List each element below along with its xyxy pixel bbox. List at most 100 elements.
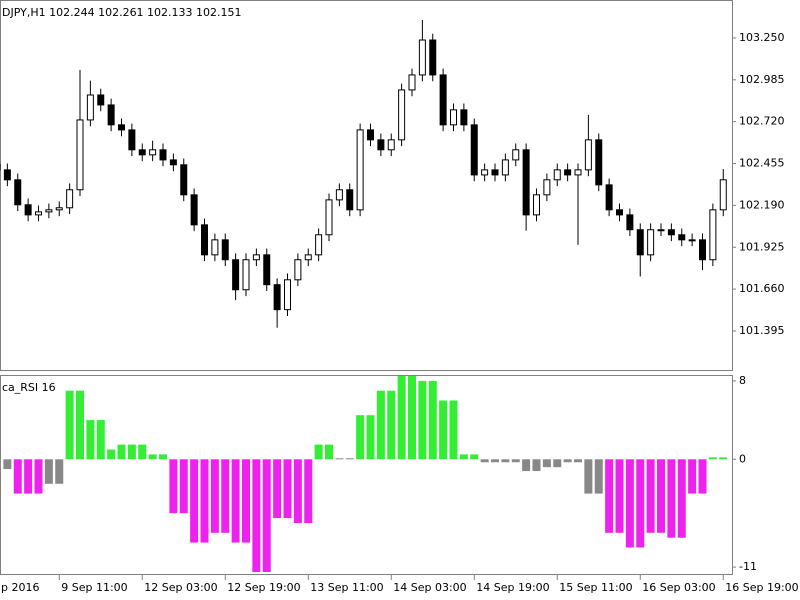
- candle-body: [408, 74, 416, 91]
- histogram-bar: [439, 400, 448, 460]
- candle-body: [699, 239, 706, 261]
- candle-body: [564, 169, 572, 176]
- x-tick-label: 12 Sep 03:00: [144, 581, 217, 594]
- histogram-bar: [511, 459, 520, 463]
- candle-body: [315, 234, 323, 256]
- histogram-bar: [148, 454, 157, 460]
- y-tick-label: 101.660: [739, 282, 785, 295]
- indicator-panel: [0, 375, 733, 575]
- histogram-bar: [293, 459, 302, 523]
- histogram-bar: [127, 444, 136, 460]
- histogram-bar: [574, 459, 582, 463]
- y-tick-label: 0: [739, 452, 746, 465]
- histogram-bar: [273, 459, 282, 519]
- histogram-bar: [0, 459, 1, 470]
- histogram-bar: [636, 459, 645, 548]
- histogram-bar: [625, 459, 634, 548]
- candle-body: [553, 169, 561, 181]
- histogram-bar: [13, 459, 22, 494]
- candle-body: [450, 109, 457, 126]
- candle-body: [688, 239, 696, 242]
- candle-body: [522, 149, 530, 216]
- histogram-bar: [314, 444, 323, 460]
- histogram-bar: [657, 459, 665, 533]
- x-tick-label: 12 Sep 19:00: [227, 581, 300, 594]
- candle-body: [647, 229, 655, 256]
- candle-body: [512, 149, 520, 161]
- candle-body: [159, 149, 167, 161]
- histogram-bar: [491, 459, 499, 463]
- histogram-bar: [605, 459, 614, 533]
- histogram-bar: [615, 459, 624, 533]
- candle-body: [211, 239, 219, 256]
- histogram-bar: [76, 390, 84, 460]
- histogram-bar: [231, 459, 240, 543]
- candle-body: [169, 159, 177, 166]
- candle-body: [398, 89, 406, 141]
- candle-body: [719, 179, 727, 211]
- histogram-bar: [646, 459, 655, 533]
- candle-body: [86, 94, 94, 121]
- candle-body: [294, 259, 302, 281]
- histogram-bar: [169, 459, 178, 514]
- x-tick-label: 16 Sep 19:00: [725, 581, 798, 594]
- chart-title: DJPY,H1 102.244 102.261 102.133 102.151: [2, 6, 242, 19]
- histogram-bar: [594, 459, 603, 494]
- candle-body: [180, 164, 188, 196]
- candle-body: [678, 234, 686, 241]
- main-panel: [0, 0, 733, 371]
- histogram-bar: [179, 459, 188, 514]
- histogram-bar: [200, 459, 209, 543]
- candle-body: [491, 169, 499, 176]
- candle-body: [3, 169, 11, 181]
- x-tick-label: 15 Sep 11:00: [559, 581, 632, 594]
- histogram-bar: [242, 459, 250, 543]
- histogram-bar: [470, 454, 479, 460]
- candle-body: [429, 39, 437, 76]
- histogram-bar: [553, 459, 562, 468]
- candle-body: [439, 74, 447, 126]
- histogram-bar: [522, 459, 531, 472]
- histogram-bar: [459, 454, 468, 460]
- histogram-bar: [397, 376, 406, 460]
- candle-body: [45, 209, 53, 213]
- candle-body: [356, 129, 364, 211]
- histogram-bar: [532, 459, 541, 472]
- histogram-bar: [55, 459, 64, 484]
- histogram-bar: [283, 459, 292, 519]
- histogram-bar: [563, 459, 572, 463]
- candle-body: [418, 39, 426, 76]
- candle-body: [201, 224, 208, 256]
- candle-body: [35, 211, 42, 216]
- x-tick-label: 16 Sep 03:00: [642, 581, 715, 594]
- candle-body: [14, 179, 22, 206]
- histogram-bar: [719, 457, 728, 460]
- candle-body: [626, 214, 634, 231]
- candle-body: [335, 189, 343, 201]
- histogram-bar: [86, 420, 95, 460]
- candle-body: [616, 209, 623, 216]
- candle-body: [367, 129, 374, 141]
- histogram-bar: [117, 444, 126, 460]
- histogram-bar: [708, 457, 717, 460]
- histogram-bar: [480, 459, 489, 463]
- candle-body: [232, 259, 240, 291]
- candle-body: [24, 204, 32, 216]
- histogram-bar: [387, 390, 396, 460]
- histogram-bar: [190, 459, 199, 543]
- candle-body: [377, 139, 385, 151]
- histogram-bar: [304, 459, 313, 523]
- candle-body: [263, 254, 271, 286]
- y-tick-label: 102.720: [739, 115, 785, 128]
- candle-body: [55, 207, 63, 211]
- y-tick-label: 103.250: [739, 31, 785, 44]
- x-tick-label: 9 Sep 11:00: [61, 581, 127, 594]
- candle-body: [149, 149, 157, 156]
- histogram-bar: [44, 459, 53, 484]
- y-tick-label: 8: [739, 374, 746, 387]
- histogram-bar: [3, 459, 12, 470]
- histogram-bar: [418, 380, 427, 460]
- x-tick-label: 14 Sep 03:00: [393, 581, 466, 594]
